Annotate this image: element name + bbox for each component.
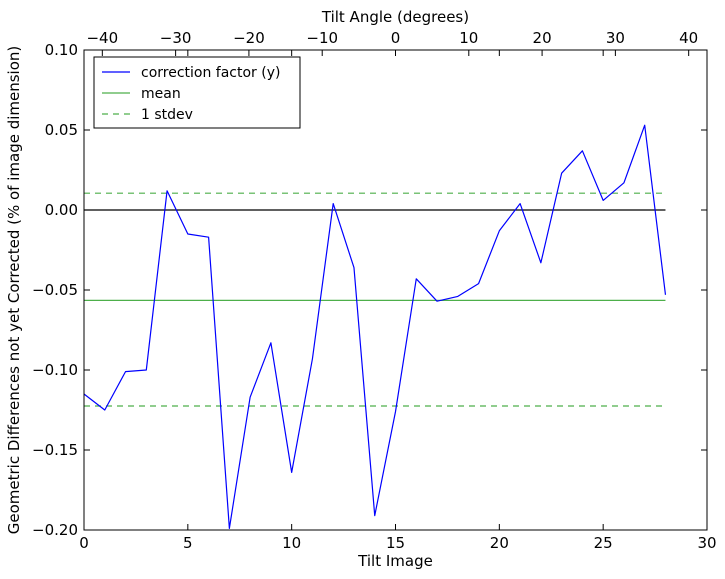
x2-tick-label: 30	[606, 29, 625, 47]
x2-tick-label: 20	[533, 29, 552, 47]
y-tick-label: −0.20	[32, 521, 78, 539]
x-axis-title: Tilt Image	[357, 552, 433, 570]
x2-tick-label: −30	[160, 29, 192, 47]
series-correction-factor-y	[83, 124, 667, 530]
x-tick-label: 20	[490, 534, 509, 552]
y-axis-title: Geometric Differences not yet Corrected …	[5, 46, 23, 535]
y-tick-label: −0.05	[32, 281, 78, 299]
top-axis-title: Tilt Angle (degrees)	[321, 8, 469, 26]
y-tick-label: −0.10	[32, 361, 78, 379]
x2-tick-label: −10	[306, 29, 338, 47]
legend-label-stdev: 1 stdev	[141, 107, 193, 123]
x2-tick-label: 10	[459, 29, 478, 47]
y-tick-label: 0.10	[45, 41, 78, 59]
x2-tick-label: 0	[391, 29, 401, 47]
x-tick-label: 25	[594, 534, 613, 552]
y-tick-label: 0.00	[45, 201, 78, 219]
y-tick-label: −0.15	[32, 441, 78, 459]
x-tick-label: 0	[79, 534, 89, 552]
x-tick-label: 30	[697, 534, 716, 552]
legend: correction factor (y) mean 1 stdev	[93, 56, 301, 129]
legend-label-correction: correction factor (y)	[141, 65, 280, 81]
x-tick-label: 15	[386, 534, 405, 552]
x-tick-label: 5	[183, 534, 193, 552]
y-tick-label: 0.05	[45, 121, 78, 139]
x2-tick-label: −20	[233, 29, 265, 47]
x-tick-label: 10	[282, 534, 301, 552]
legend-label-mean: mean	[141, 86, 181, 102]
x2-tick-label: 40	[679, 29, 698, 47]
x2-tick-label: −40	[86, 29, 118, 47]
